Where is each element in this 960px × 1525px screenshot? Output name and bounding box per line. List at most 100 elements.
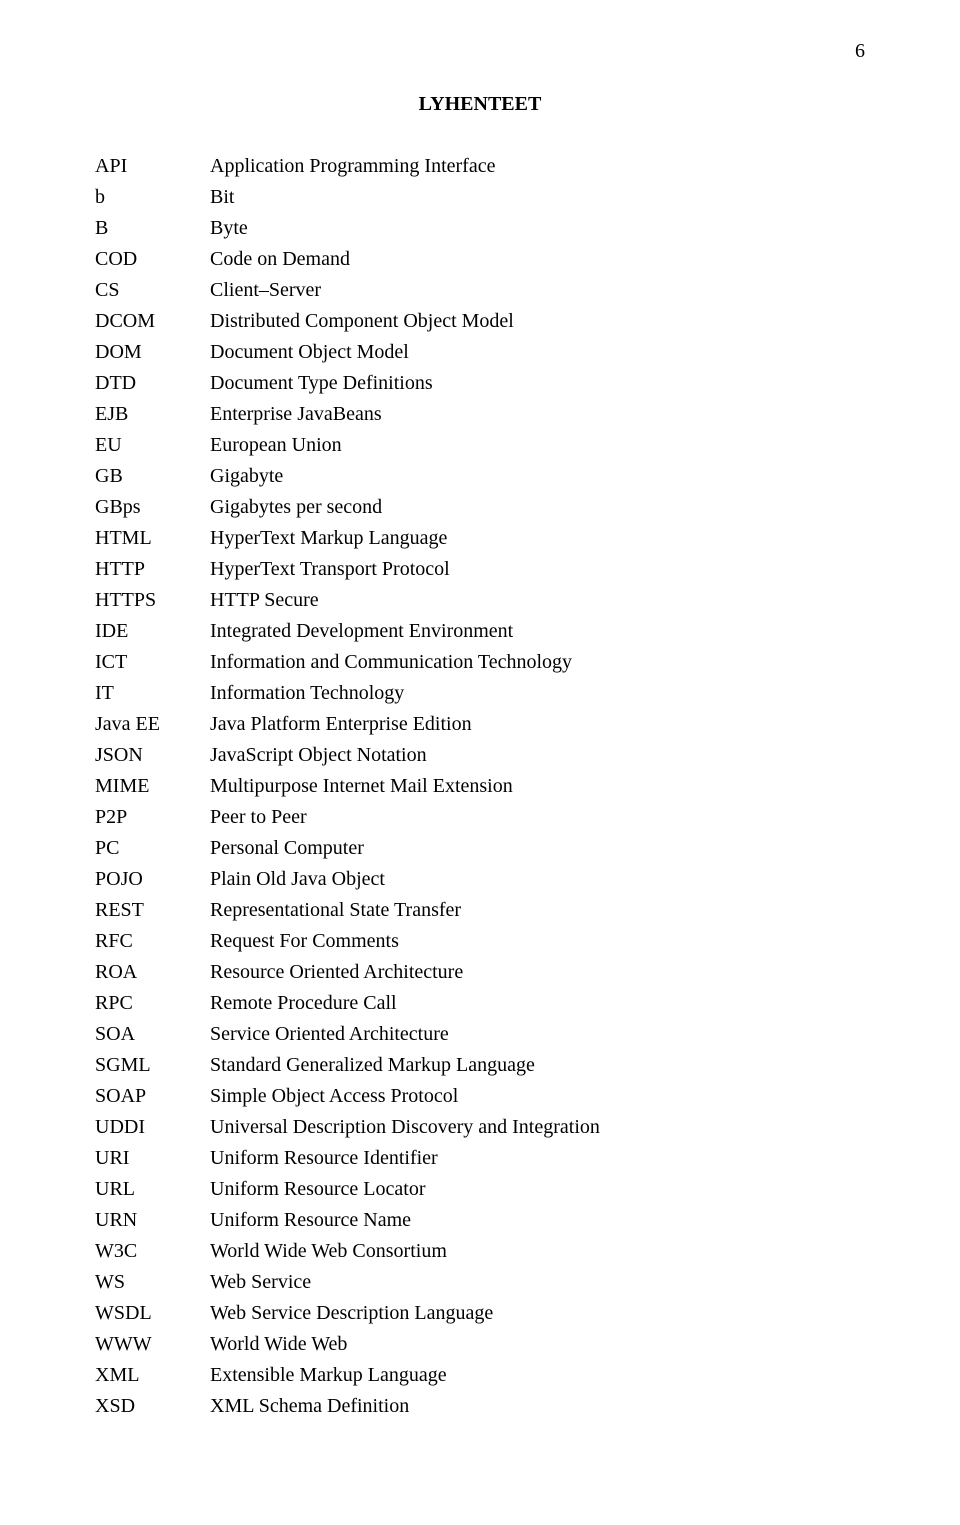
abbreviation: XSD — [95, 1391, 210, 1422]
definition-row: SGMLStandard Generalized Markup Language — [95, 1050, 865, 1081]
definition: Document Type Definitions — [210, 368, 865, 399]
abbreviation: SOA — [95, 1019, 210, 1050]
definition: Peer to Peer — [210, 802, 865, 833]
abbreviation: b — [95, 182, 210, 213]
abbreviation: API — [95, 151, 210, 182]
abbreviation: HTTP — [95, 554, 210, 585]
abbreviation: GB — [95, 461, 210, 492]
abbreviation: HTTPS — [95, 585, 210, 616]
abbreviation: URL — [95, 1174, 210, 1205]
definition: World Wide Web Consortium — [210, 1236, 865, 1267]
definition: Java Platform Enterprise Edition — [210, 709, 865, 740]
definition: Information Technology — [210, 678, 865, 709]
abbreviation: WSDL — [95, 1298, 210, 1329]
abbreviation: P2P — [95, 802, 210, 833]
definition: Representational State Transfer — [210, 895, 865, 926]
definition-row: CODCode on Demand — [95, 244, 865, 275]
definition-row: ICTInformation and Communication Technol… — [95, 647, 865, 678]
abbreviation: RFC — [95, 926, 210, 957]
abbreviation: DTD — [95, 368, 210, 399]
definition-row: DOMDocument Object Model — [95, 337, 865, 368]
definition-row: XMLExtensible Markup Language — [95, 1360, 865, 1391]
definition-row: GBpsGigabytes per second — [95, 492, 865, 523]
definition-row: HTMLHyperText Markup Language — [95, 523, 865, 554]
definition: HyperText Transport Protocol — [210, 554, 865, 585]
definition-row: MIMEMultipurpose Internet Mail Extension — [95, 771, 865, 802]
definition-row: RPCRemote Procedure Call — [95, 988, 865, 1019]
definition: Extensible Markup Language — [210, 1360, 865, 1391]
definition-row: POJOPlain Old Java Object — [95, 864, 865, 895]
definition-row: APIApplication Programming Interface — [95, 151, 865, 182]
abbreviation: GBps — [95, 492, 210, 523]
abbreviation: EJB — [95, 399, 210, 430]
abbreviation: IDE — [95, 616, 210, 647]
definition-row: CSClient–Server — [95, 275, 865, 306]
definition: Universal Description Discovery and Inte… — [210, 1112, 865, 1143]
definition-row: UDDIUniversal Description Discovery and … — [95, 1112, 865, 1143]
definition: Gigabytes per second — [210, 492, 865, 523]
definition-row: URNUniform Resource Name — [95, 1205, 865, 1236]
abbreviation: COD — [95, 244, 210, 275]
abbreviation: SOAP — [95, 1081, 210, 1112]
abbreviation: POJO — [95, 864, 210, 895]
definition: Personal Computer — [210, 833, 865, 864]
abbreviation: MIME — [95, 771, 210, 802]
definition-row: WSDLWeb Service Description Language — [95, 1298, 865, 1329]
definition: Document Object Model — [210, 337, 865, 368]
definition: HTTP Secure — [210, 585, 865, 616]
definition: Distributed Component Object Model — [210, 306, 865, 337]
definition-row: IDEIntegrated Development Environment — [95, 616, 865, 647]
definition-row: RESTRepresentational State Transfer — [95, 895, 865, 926]
definition-row: SOAPSimple Object Access Protocol — [95, 1081, 865, 1112]
definition-row: GBGigabyte — [95, 461, 865, 492]
definition-row: SOAService Oriented Architecture — [95, 1019, 865, 1050]
definition-row: HTTPSHTTP Secure — [95, 585, 865, 616]
definition: HyperText Markup Language — [210, 523, 865, 554]
definition-row: DCOMDistributed Component Object Model — [95, 306, 865, 337]
definition: Web Service — [210, 1267, 865, 1298]
definition-row: ROAResource Oriented Architecture — [95, 957, 865, 988]
definition: Web Service Description Language — [210, 1298, 865, 1329]
definition-row: URLUniform Resource Locator — [95, 1174, 865, 1205]
definition-row: JSONJavaScript Object Notation — [95, 740, 865, 771]
definition-row: WWWWorld Wide Web — [95, 1329, 865, 1360]
definition: Uniform Resource Name — [210, 1205, 865, 1236]
abbreviation: DCOM — [95, 306, 210, 337]
definition: Uniform Resource Locator — [210, 1174, 865, 1205]
abbreviation: WWW — [95, 1329, 210, 1360]
abbreviation-list: APIApplication Programming InterfacebBit… — [95, 151, 865, 1422]
definition-row: DTDDocument Type Definitions — [95, 368, 865, 399]
abbreviation: EU — [95, 430, 210, 461]
definition: World Wide Web — [210, 1329, 865, 1360]
abbreviation: REST — [95, 895, 210, 926]
abbreviation: W3C — [95, 1236, 210, 1267]
abbreviation: HTML — [95, 523, 210, 554]
definition: Bit — [210, 182, 865, 213]
definition: Code on Demand — [210, 244, 865, 275]
abbreviation: Java EE — [95, 709, 210, 740]
definition: Integrated Development Environment — [210, 616, 865, 647]
definition-row: P2PPeer to Peer — [95, 802, 865, 833]
definition-row: URIUniform Resource Identifier — [95, 1143, 865, 1174]
definition-row: PCPersonal Computer — [95, 833, 865, 864]
definition: Application Programming Interface — [210, 151, 865, 182]
definition: XML Schema Definition — [210, 1391, 865, 1422]
abbreviation: IT — [95, 678, 210, 709]
definition-row: RFCRequest For Comments — [95, 926, 865, 957]
definition: Simple Object Access Protocol — [210, 1081, 865, 1112]
definition-row: EUEuropean Union — [95, 430, 865, 461]
abbreviation: DOM — [95, 337, 210, 368]
definition: Service Oriented Architecture — [210, 1019, 865, 1050]
abbreviation: PC — [95, 833, 210, 864]
definition-row: ITInformation Technology — [95, 678, 865, 709]
definition: Gigabyte — [210, 461, 865, 492]
definition: Enterprise JavaBeans — [210, 399, 865, 430]
definition-row: XSDXML Schema Definition — [95, 1391, 865, 1422]
definition: Uniform Resource Identifier — [210, 1143, 865, 1174]
definition-row: BByte — [95, 213, 865, 244]
abbreviation: JSON — [95, 740, 210, 771]
definition: Information and Communication Technology — [210, 647, 865, 678]
definition-row: W3CWorld Wide Web Consortium — [95, 1236, 865, 1267]
definition: European Union — [210, 430, 865, 461]
abbreviation: CS — [95, 275, 210, 306]
